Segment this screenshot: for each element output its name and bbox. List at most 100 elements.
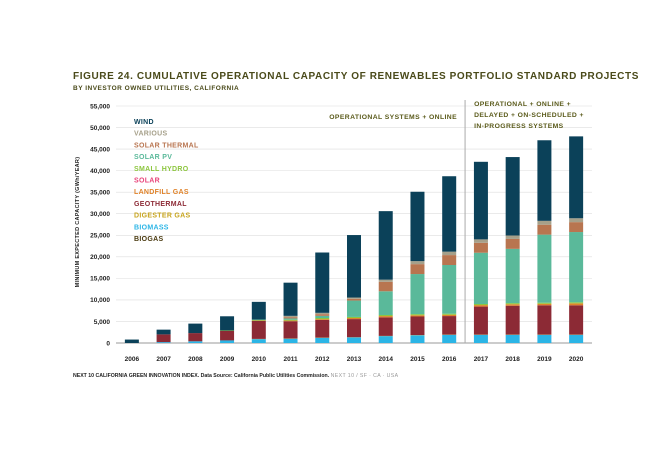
y-tick-label: 30,000 xyxy=(90,211,110,218)
bar-segment-solar-thermal xyxy=(537,224,552,235)
bar-segment-various xyxy=(347,297,361,299)
x-axis-ticks: 2006 2007 2008 2009 2010 2011 2012 2013 2014 2015… xyxy=(125,356,584,363)
annotation-operational: OPERATIONAL SYSTEMS + ONLINE xyxy=(329,114,457,121)
bar-segment-solar-thermal xyxy=(283,317,298,319)
bar-segment-small-hydro xyxy=(283,319,298,321)
bar-segment-small-hydro xyxy=(378,314,393,317)
annotation-projected-line: DELAYED + ON-SCHEDULED + xyxy=(474,112,584,119)
legend-entry-small-hydro: SMALL HYDRO xyxy=(134,166,189,173)
bar-segment-geothermal xyxy=(569,305,584,335)
bar-segment-biomass xyxy=(410,335,425,343)
y-tick-label: 5,000 xyxy=(94,319,111,326)
bar-segment-landfill-gas xyxy=(442,314,457,317)
bar-segment-various xyxy=(569,218,584,223)
legend-entry-biomass: BIOMASS xyxy=(134,224,169,231)
bar-segment-various xyxy=(473,239,488,243)
bar-segment-various xyxy=(315,312,330,315)
annotation-projected-line: IN-PROGRESS SYSTEMS xyxy=(474,123,564,130)
bars xyxy=(124,136,584,343)
x-tick-label: 2014 xyxy=(378,356,393,363)
bar-segment-small-hydro xyxy=(442,313,457,315)
bar-segment-solar-thermal xyxy=(347,298,361,301)
bar-segment-geothermal xyxy=(378,317,393,336)
bar-segment-solar-pv xyxy=(569,232,584,303)
x-tick-label: 2015 xyxy=(410,356,425,363)
bar-segment-solar-pv xyxy=(347,300,361,317)
bar-segment-landfill-gas xyxy=(283,320,298,322)
bar-segment-wind xyxy=(537,140,552,221)
bar-segment-wind xyxy=(220,316,235,331)
bar-segment-wind xyxy=(124,339,139,343)
bar-segment-wind xyxy=(505,157,520,236)
bar-segment-biomass xyxy=(188,341,203,343)
bar-segment-small-hydro xyxy=(473,304,488,306)
x-tick-label: 2009 xyxy=(220,356,235,363)
y-tick-label: 0 xyxy=(106,340,110,347)
y-tick-label: 15,000 xyxy=(90,276,110,283)
bar-segment-various xyxy=(505,235,520,239)
bar-segment-landfill-gas xyxy=(473,305,488,307)
bar-segment-small-hydro xyxy=(410,314,425,316)
bar-segment-wind xyxy=(410,191,425,262)
bar-segment-small-hydro xyxy=(251,319,266,321)
bar-segment-solar-pv xyxy=(473,252,488,305)
x-tick-label: 2011 xyxy=(283,356,297,363)
x-tick-label: 2020 xyxy=(569,356,584,363)
bar-segment-solar-thermal xyxy=(505,238,520,249)
bar-segment-landfill-gas xyxy=(505,304,520,306)
bar-segment-landfill-gas xyxy=(347,318,361,320)
bar-segment-biomass xyxy=(283,338,298,343)
legend-entry-wind: WIND xyxy=(134,119,154,126)
bar-segment-geothermal xyxy=(505,305,520,335)
legend: WIND VARIOUS SOLAR THERMAL SOLAR PV SMALL HY… xyxy=(134,119,199,243)
bar-segment-solar-thermal xyxy=(378,281,393,292)
bar-segment-various xyxy=(283,315,298,318)
bar-segment-biomass xyxy=(505,334,520,343)
x-tick-label: 2013 xyxy=(347,356,362,363)
bar-segment-geothermal xyxy=(283,321,298,339)
x-tick-label: 2007 xyxy=(156,356,171,363)
bar-segment-geothermal xyxy=(220,330,235,341)
bar-segment-solar-thermal xyxy=(315,314,330,316)
bar-segment-wind xyxy=(473,161,488,240)
legend-entry-solar: SOLAR xyxy=(134,178,160,185)
bar-segment-various xyxy=(410,261,425,265)
x-tick-label: 2018 xyxy=(505,356,520,363)
bar-segment-small-hydro xyxy=(569,302,584,304)
bar-segment-biomass xyxy=(537,334,552,343)
bar-segment-wind xyxy=(156,329,171,335)
bar-segment-wind xyxy=(283,282,298,316)
bar-segment-small-hydro xyxy=(315,318,330,320)
x-tick-label: 2016 xyxy=(442,356,457,363)
bar-segment-biomass xyxy=(569,334,584,343)
bar-segment-biomass xyxy=(220,340,235,343)
bar-segment-solar-pv xyxy=(283,318,298,320)
bar-segment-geothermal xyxy=(156,334,171,343)
bar-segment-wind xyxy=(251,301,266,320)
bar-segment-wind xyxy=(188,323,203,334)
bar-segment-solar-pv xyxy=(537,234,552,303)
bar-segment-geothermal xyxy=(251,320,266,339)
bar-segment-biomass xyxy=(156,342,171,343)
bar-segment-biomass xyxy=(315,337,330,343)
legend-entry-solar-thermal: SOLAR THERMAL xyxy=(134,142,199,149)
figure-title: FIGURE 24. CUMULATIVE OPERATIONAL CAPACI… xyxy=(73,71,639,82)
y-tick-label: 20,000 xyxy=(90,254,110,261)
bar-segment-biomass xyxy=(251,339,266,343)
bar-segment-wind xyxy=(315,252,330,313)
bar-segment-solar-pv xyxy=(442,265,457,314)
bar-segment-solar-thermal xyxy=(569,222,584,233)
bar-segment-biomass xyxy=(347,337,361,343)
footer-source: NEXT 10 CALIFORNIA GREEN INNOVATION INDE… xyxy=(73,373,330,379)
bar-segment-solar-pv xyxy=(410,274,425,315)
bar-segment-landfill-gas xyxy=(410,315,425,317)
legend-entry-digester-gas: DIGESTER GAS xyxy=(134,213,191,220)
bar-segment-landfill-gas xyxy=(537,303,552,306)
legend-entry-landfill-gas: LANDFILL GAS xyxy=(134,189,189,196)
y-tick-label: 25,000 xyxy=(90,233,110,240)
y-axis-label: MINIMUM EXPECTED CAPACITY (GWh/YEAR) xyxy=(75,157,81,288)
bar-segment-solar-pv xyxy=(378,291,393,315)
y-tick-label: 50,000 xyxy=(90,125,110,132)
legend-entry-various: VARIOUS xyxy=(134,131,168,138)
bar-segment-landfill-gas xyxy=(569,303,584,306)
